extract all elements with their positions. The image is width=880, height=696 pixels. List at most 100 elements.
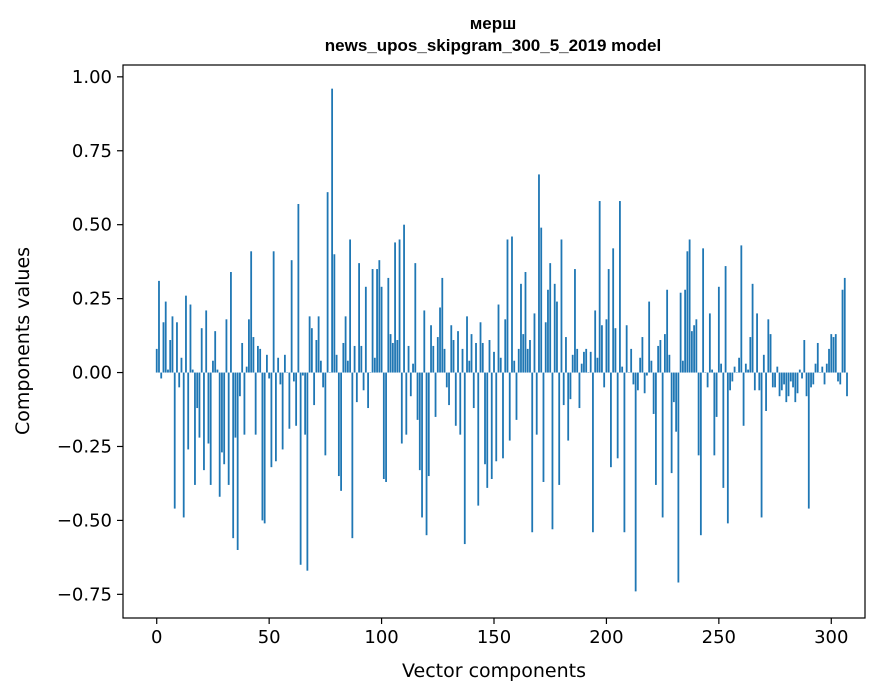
bar bbox=[508, 372, 511, 441]
bar bbox=[216, 369, 219, 373]
bar bbox=[646, 372, 648, 376]
bar bbox=[657, 345, 660, 373]
bar bbox=[227, 372, 230, 485]
bar bbox=[333, 254, 336, 373]
bars-group bbox=[155, 88, 848, 592]
bar bbox=[562, 372, 565, 406]
bar bbox=[155, 348, 158, 373]
bar bbox=[558, 372, 561, 485]
bar bbox=[843, 277, 846, 373]
bar bbox=[270, 372, 273, 468]
bar bbox=[540, 227, 543, 373]
bar bbox=[621, 366, 624, 373]
bar bbox=[342, 342, 345, 373]
bar bbox=[724, 266, 727, 373]
bar bbox=[825, 363, 828, 373]
bar bbox=[481, 342, 484, 373]
bar bbox=[225, 319, 228, 373]
bar bbox=[506, 239, 509, 373]
bar bbox=[173, 372, 176, 509]
bar bbox=[191, 369, 194, 373]
bar bbox=[715, 372, 718, 417]
bar bbox=[592, 372, 594, 533]
bar bbox=[493, 351, 495, 373]
bar bbox=[578, 372, 581, 409]
bar bbox=[749, 337, 752, 373]
bar bbox=[722, 372, 725, 488]
bar bbox=[553, 283, 556, 373]
bar bbox=[432, 345, 435, 373]
bar bbox=[340, 372, 342, 491]
bar bbox=[598, 201, 601, 373]
bar bbox=[769, 334, 772, 373]
bar bbox=[677, 372, 680, 583]
bar bbox=[203, 372, 205, 471]
bar bbox=[828, 348, 830, 373]
bar bbox=[223, 372, 226, 465]
bar bbox=[652, 372, 655, 414]
bar bbox=[785, 372, 788, 403]
bar bbox=[297, 203, 300, 373]
bar bbox=[839, 372, 842, 385]
bar bbox=[409, 372, 412, 397]
bar bbox=[373, 357, 376, 373]
bar bbox=[394, 242, 396, 373]
y-tick-label: 0.00 bbox=[72, 363, 112, 384]
y-tick-label: −0.50 bbox=[57, 510, 112, 531]
bar bbox=[421, 372, 423, 518]
bar bbox=[762, 354, 765, 373]
bar bbox=[837, 372, 839, 382]
bar bbox=[753, 372, 756, 391]
bar bbox=[556, 301, 558, 373]
bar bbox=[441, 277, 444, 373]
y-axis: −0.75 −0.50 −0.25 0.00 0.25 0.50 0.75 1.00 bbox=[57, 67, 123, 605]
bar bbox=[288, 372, 291, 429]
bar bbox=[695, 319, 698, 373]
bar bbox=[729, 372, 731, 391]
bar bbox=[295, 372, 298, 426]
bar bbox=[283, 354, 286, 373]
bar bbox=[162, 322, 165, 373]
bar bbox=[475, 342, 477, 373]
bar bbox=[834, 334, 837, 373]
bar bbox=[758, 372, 761, 391]
bar bbox=[742, 372, 745, 426]
bar bbox=[310, 328, 313, 373]
bar bbox=[245, 366, 248, 373]
bar bbox=[382, 372, 385, 480]
bar bbox=[654, 372, 657, 485]
x-tick-label: 0 bbox=[151, 627, 162, 648]
bar bbox=[637, 372, 639, 391]
bar bbox=[798, 369, 801, 373]
bar bbox=[292, 372, 295, 382]
bar bbox=[744, 363, 747, 373]
bar bbox=[661, 372, 664, 518]
bar bbox=[239, 372, 241, 397]
bar bbox=[279, 372, 282, 385]
bar bbox=[209, 372, 212, 485]
bar bbox=[666, 289, 669, 373]
bar bbox=[605, 319, 608, 373]
bar bbox=[774, 372, 776, 388]
bar bbox=[254, 372, 257, 435]
bar bbox=[771, 372, 774, 388]
bar bbox=[659, 340, 662, 373]
bar bbox=[169, 340, 172, 373]
bar bbox=[610, 372, 612, 468]
bar bbox=[699, 372, 702, 536]
bar bbox=[367, 372, 369, 409]
bar bbox=[738, 357, 740, 373]
bar bbox=[423, 310, 426, 373]
bar bbox=[607, 269, 610, 373]
x-tick-label: 100 bbox=[364, 627, 398, 648]
bar bbox=[319, 360, 322, 373]
bar bbox=[648, 301, 651, 373]
bar bbox=[783, 372, 785, 385]
bar bbox=[641, 337, 644, 373]
bar bbox=[457, 331, 459, 373]
bar bbox=[205, 310, 208, 373]
bar bbox=[619, 201, 621, 373]
bar bbox=[194, 372, 196, 485]
bar bbox=[218, 372, 221, 497]
bar bbox=[180, 357, 183, 373]
